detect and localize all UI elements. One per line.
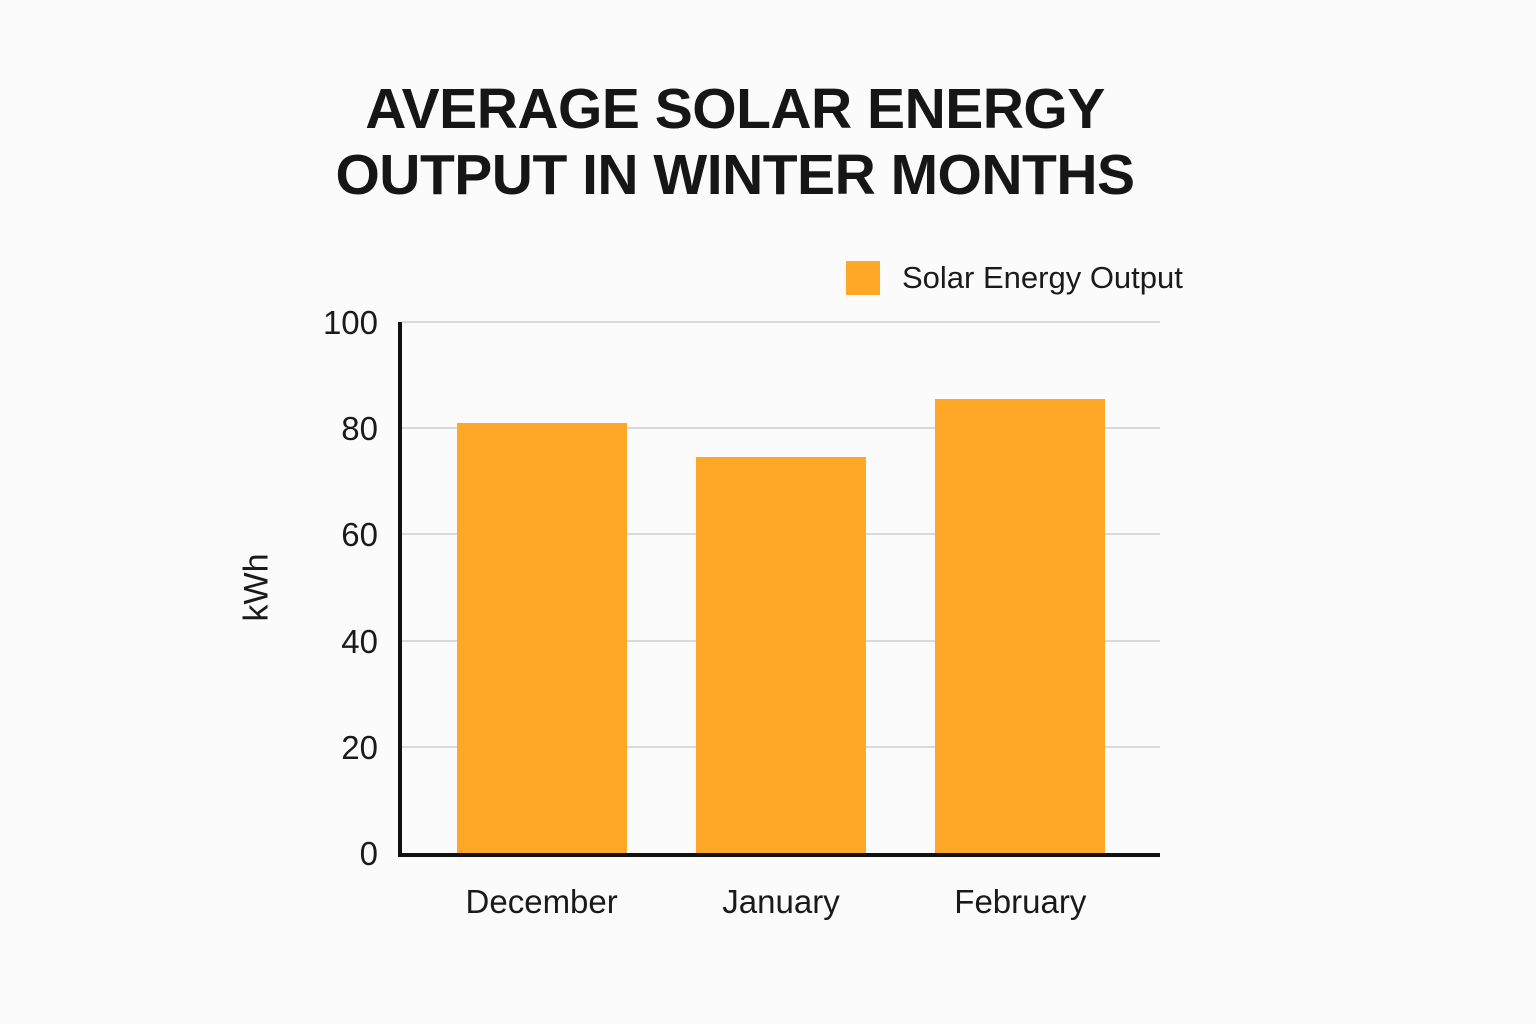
x-tick-label-february: February bbox=[954, 883, 1087, 920]
legend-label: Solar Energy Output bbox=[902, 260, 1183, 295]
x-tick-label-december: December bbox=[465, 883, 618, 920]
y-tick-label-80: 80 bbox=[341, 410, 378, 448]
bar-february bbox=[935, 399, 1106, 853]
plot-area: kWh 0 20 40 60 80 100 December January February bbox=[238, 306, 1160, 920]
x-tick-label-january: January bbox=[722, 883, 840, 920]
chart-title-line2: OUTPUT IN WINTER MONTHS bbox=[335, 143, 1135, 208]
gridline-y-100 bbox=[402, 321, 1160, 323]
y-axis-title-wrap: kWh bbox=[227, 322, 287, 853]
bar-december bbox=[456, 422, 627, 853]
y-tick-label-60: 60 bbox=[341, 516, 378, 554]
bar-january bbox=[696, 457, 866, 853]
y-tick-label-20: 20 bbox=[341, 728, 378, 766]
chart-title-line1: AVERAGE SOLAR ENERGY bbox=[365, 77, 1105, 141]
gridline-y-80 bbox=[402, 427, 1160, 430]
chart-title: AVERAGE SOLAR ENERGY OUTPUT IN WINTER MO… bbox=[0, 76, 1470, 208]
y-axis-title: kWh bbox=[237, 553, 276, 622]
legend: Solar Energy Output bbox=[846, 260, 1183, 296]
y-tick-label-100: 100 bbox=[322, 304, 378, 341]
legend-swatch-icon bbox=[846, 261, 880, 295]
y-tick-label-0: 0 bbox=[359, 835, 378, 872]
y-tick-label-40: 40 bbox=[341, 622, 378, 660]
